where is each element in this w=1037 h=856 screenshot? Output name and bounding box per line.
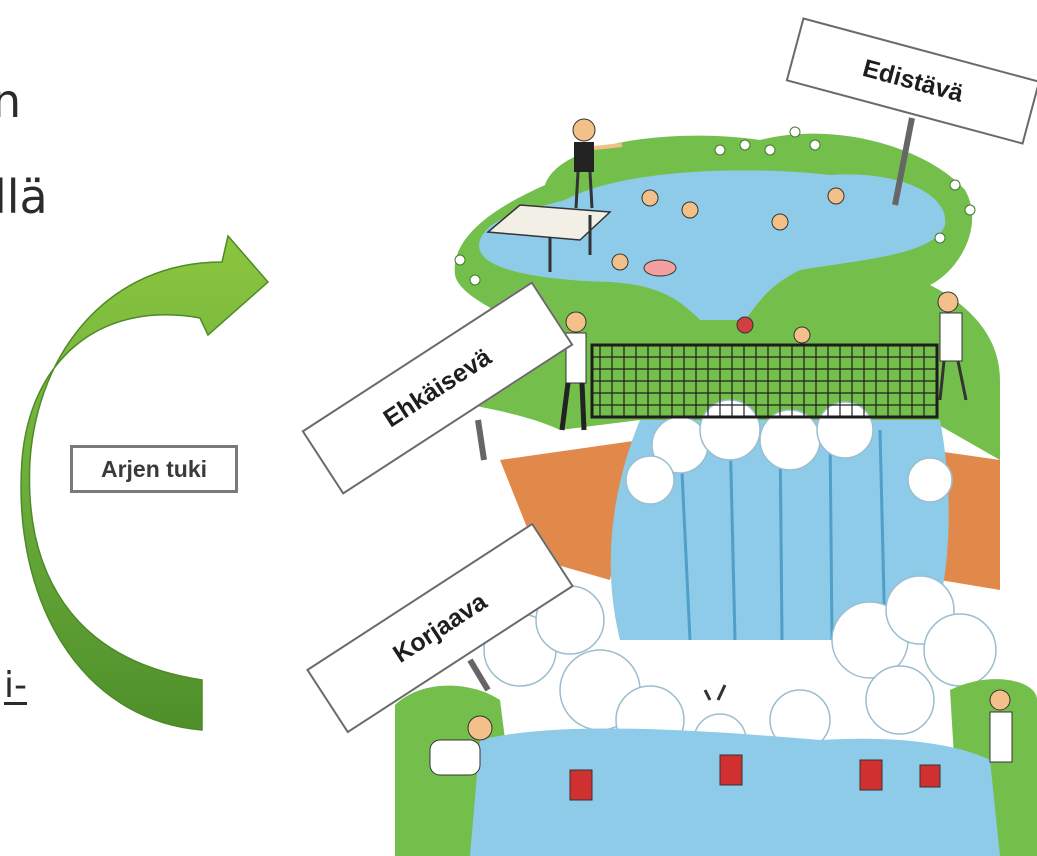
arjen-tuki-label: Arjen tuki	[70, 445, 238, 493]
text-fragment-top: n	[0, 74, 22, 128]
foam-clouds	[483, 399, 997, 767]
edistava-post	[892, 117, 915, 206]
diving-board	[486, 204, 612, 272]
text-fragment-middle: llä	[0, 170, 48, 224]
safety-net	[590, 343, 939, 419]
flower-icons	[454, 126, 976, 286]
curved-arrow-icon	[20, 234, 270, 731]
korjaava-post	[467, 658, 491, 692]
ehkaiseva-post	[475, 419, 487, 461]
lower-pool	[470, 728, 1000, 856]
text-fragment-link[interactable]: i-	[4, 665, 27, 706]
upper-pond	[479, 170, 946, 320]
